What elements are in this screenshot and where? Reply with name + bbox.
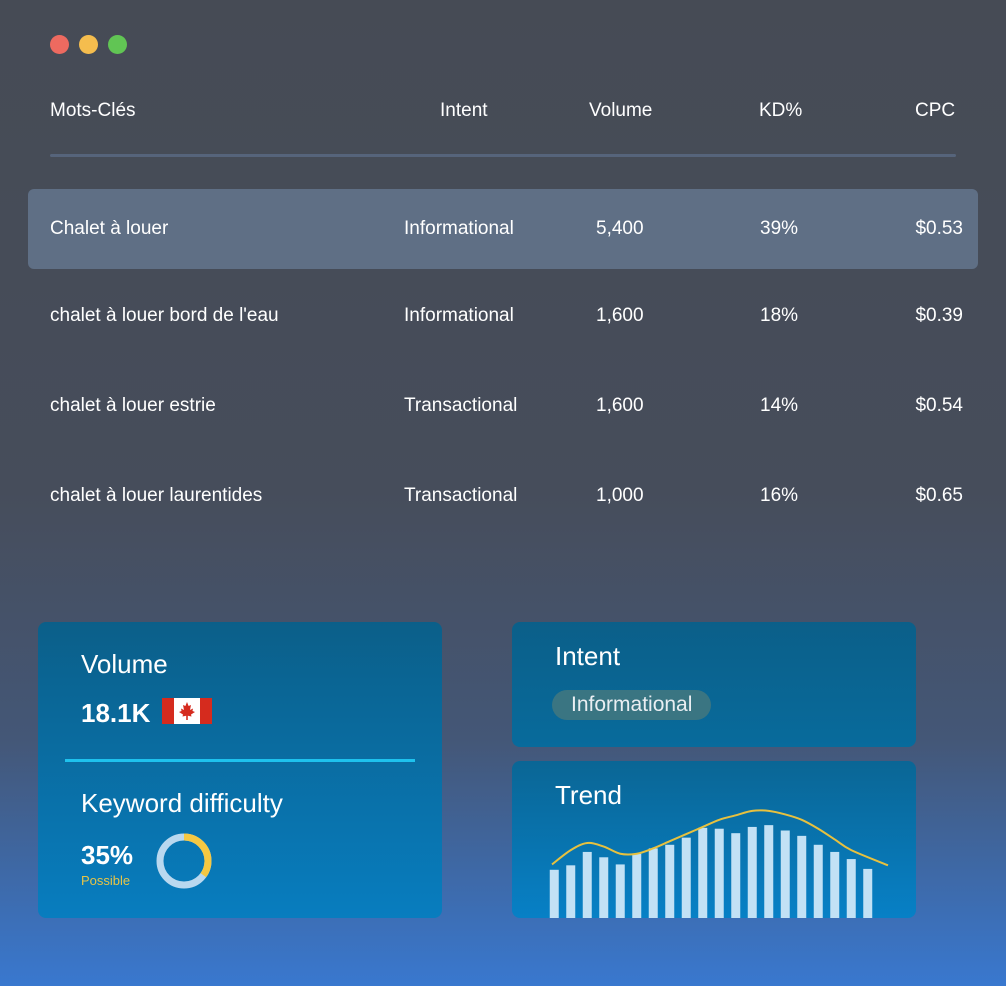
keyword-difficulty-label: Keyword difficulty: [81, 788, 283, 818]
volume-cell: 1,600: [596, 395, 644, 416]
table-row[interactable]: Chalet à louer Informational 5,400 39% $…: [28, 189, 978, 269]
cpc-cell: $0.53: [915, 218, 963, 239]
close-dot[interactable]: [50, 35, 69, 54]
trend-bar: [747, 826, 757, 918]
trend-bar: [665, 844, 675, 918]
header-intent[interactable]: Intent: [440, 100, 488, 121]
header-divider: [50, 154, 956, 157]
volume-cell: 1,600: [596, 305, 644, 326]
trend-bar: [863, 868, 873, 918]
cpc-cell: $0.39: [915, 305, 963, 326]
table-row[interactable]: chalet à louer bord de l'eau Information…: [28, 276, 978, 356]
table-row[interactable]: chalet à louer estrie Transactional 1,60…: [28, 366, 978, 446]
header-kd[interactable]: KD%: [759, 100, 803, 121]
volume-cell: 1,000: [596, 485, 644, 506]
keyword-cell: chalet à louer laurentides: [50, 485, 263, 506]
keyword-cell: Chalet à louer: [50, 218, 169, 239]
intent-badge: Informational: [552, 690, 712, 720]
card-divider: [65, 759, 415, 762]
intent-label: Intent: [555, 641, 621, 671]
window-controls: [50, 35, 127, 54]
trend-bar: [632, 853, 642, 918]
kd-cell: 14%: [760, 395, 799, 416]
keyword-difficulty-value: 35%: [81, 840, 134, 870]
keyword-cell: chalet à louer estrie: [50, 395, 216, 416]
trend-bar: [599, 857, 609, 918]
kd-cell: 18%: [760, 305, 799, 326]
trend-bar: [714, 828, 724, 918]
canada-flag-icon: [162, 698, 212, 724]
header-cpc[interactable]: CPC: [915, 100, 956, 121]
volume-difficulty-card: Volume 18.1K Keyword difficulty 35% Poss…: [38, 622, 442, 918]
trend-bar: [549, 869, 559, 918]
kd-cell: 16%: [760, 485, 799, 506]
trend-bar: [681, 837, 691, 918]
trend-bar: [615, 864, 625, 918]
maximize-dot[interactable]: [108, 35, 127, 54]
kd-cell: 39%: [760, 218, 799, 239]
trend-bar: [780, 830, 790, 918]
trend-line: [551, 809, 889, 867]
trend-label: Trend: [555, 780, 622, 810]
trend-bar: [830, 851, 840, 918]
header-volume[interactable]: Volume: [589, 100, 653, 121]
volume-label: Volume: [81, 649, 168, 679]
keyword-cell: chalet à louer bord de l'eau: [50, 305, 279, 326]
trend-card: Trend: [512, 761, 916, 918]
cpc-cell: $0.54: [915, 395, 963, 416]
trend-bar: [698, 827, 708, 918]
cpc-cell: $0.65: [915, 485, 963, 506]
intent-cell: Transactional: [404, 485, 518, 506]
trend-bar: [731, 833, 741, 918]
trend-bar: [846, 859, 856, 918]
trend-bar: [813, 844, 823, 918]
trend-bar: [648, 848, 658, 918]
difficulty-donut-chart: [156, 833, 212, 889]
trend-chart: [549, 809, 889, 918]
intent-cell: Informational: [404, 218, 514, 239]
donut-arc: [156, 833, 212, 889]
difficulty-rating: Possible: [81, 873, 131, 888]
intent-cell: Transactional: [404, 395, 518, 416]
trend-bar: [797, 835, 807, 918]
trend-bar: [582, 851, 592, 918]
intent-cell: Informational: [404, 305, 514, 326]
table-row[interactable]: chalet à louer laurentides Transactional…: [28, 456, 978, 536]
trend-bar: [566, 865, 576, 918]
volume-cell: 5,400: [596, 218, 644, 239]
minimize-dot[interactable]: [79, 35, 98, 54]
header-keyword[interactable]: Mots-Clés: [50, 100, 136, 121]
intent-card: Intent Informational: [512, 622, 916, 747]
trend-bar: [764, 825, 774, 918]
volume-value: 18.1K: [81, 698, 151, 728]
